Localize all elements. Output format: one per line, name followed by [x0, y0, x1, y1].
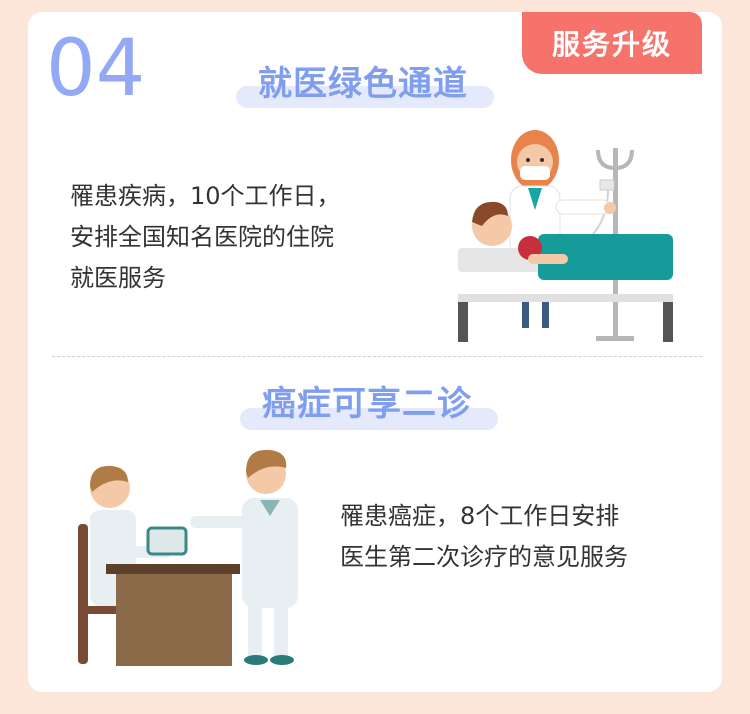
service-upgrade-badge: 服务升级: [522, 12, 702, 74]
doctor-consultation-illustration: [78, 449, 298, 666]
section1-line-3: 就医服务: [70, 264, 166, 292]
section2-description: 罹患癌症，8个工作日安排 医生第二次诊疗的意见服务: [340, 496, 628, 578]
section-divider: [52, 356, 702, 357]
section2-line-2: 医生第二次诊疗的意见服务: [340, 543, 628, 571]
hospital-bed-illustration: [458, 130, 673, 342]
section1-line-1: 罹患疾病，10个工作日，: [70, 182, 341, 210]
title-highlight: [236, 86, 494, 108]
section1-title: 就医绿色通道: [258, 64, 468, 104]
section2-line-1: 罹患癌症，8个工作日安排: [340, 502, 620, 530]
section-number: 04: [46, 24, 146, 114]
section1-line-2: 安排全国知名医院的住院: [70, 223, 334, 251]
title-highlight: [240, 408, 498, 430]
section1-description: 罹患疾病，10个工作日， 安排全国知名医院的住院 就医服务: [70, 176, 341, 299]
section2-title: 癌症可享二诊: [262, 384, 472, 424]
